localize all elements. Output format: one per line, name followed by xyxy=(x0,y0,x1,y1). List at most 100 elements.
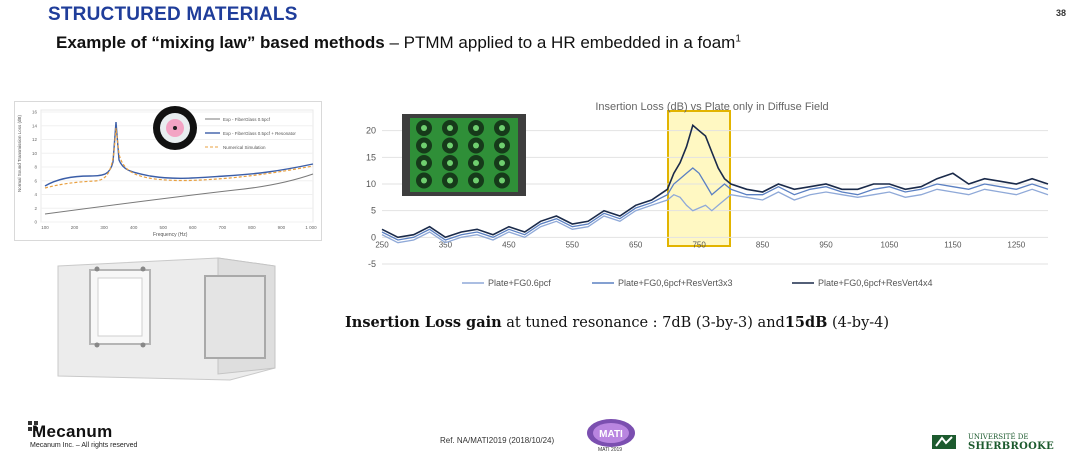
resonator-neck xyxy=(421,177,427,184)
insertion-loss-svg: Insertion Loss (dB) vs Plate only in Dif… xyxy=(366,101,1049,288)
resonator-neck xyxy=(499,160,505,166)
resonator-neck xyxy=(473,160,479,166)
small-ytick-label: 10 xyxy=(32,151,38,156)
main-xtick-label: 750 xyxy=(692,240,706,249)
slide-title: STRUCTURED MATERIALS xyxy=(48,4,298,25)
legend-sim: Numerical Simulation xyxy=(223,145,266,150)
main-xtick-label: 450 xyxy=(502,240,516,249)
page-number: 38 xyxy=(1055,8,1066,18)
legend-res: Exp - FiberGlass 0.5pcf + Resonator xyxy=(223,131,296,136)
resonator-neck xyxy=(447,125,453,131)
small-ytick-label: 12 xyxy=(32,137,38,142)
subtitle-footnote: 1 xyxy=(735,33,741,45)
small-ytick-label: 2 xyxy=(34,206,37,211)
main-chart-yticks: -5 0 5 10 15 20 xyxy=(366,126,376,269)
statement-bold-2: 15dB xyxy=(784,314,828,331)
main-xtick-label: 950 xyxy=(819,240,833,249)
main-chart-series xyxy=(381,123,1049,244)
small-xlabel: Frequency (Hz) xyxy=(153,232,188,238)
series-line-3 xyxy=(381,123,1049,239)
small-ytick-label: 0 xyxy=(34,220,37,225)
small-xtick-label: 600 xyxy=(189,225,197,230)
small-xtick-label: 700 xyxy=(219,225,227,230)
small-xtick-label: 400 xyxy=(130,225,138,230)
small-chart-yticks: 0 2 4 6 8 10 12 14 16 xyxy=(32,110,38,225)
resonator-neck xyxy=(473,177,479,184)
statement-text-1: at tuned resonance : 7dB (3-by-3) and xyxy=(501,315,785,331)
tube-sample-icon xyxy=(153,106,197,150)
main-ytick-label: 5 xyxy=(371,206,376,216)
exp-resonator-line xyxy=(44,121,314,187)
resonator-neck xyxy=(473,125,479,131)
insertion-loss-statement: Insertion Loss gain at tuned resonance :… xyxy=(345,314,889,331)
main-xtick-label: 1050 xyxy=(881,240,899,249)
resonator-neck xyxy=(499,177,505,184)
resonator-grid-image xyxy=(402,114,526,196)
main-ytick-label: 15 xyxy=(366,152,376,162)
main-xtick-label: 550 xyxy=(566,240,580,249)
slide-subtitle: Example of “mixing law” based methods – … xyxy=(56,33,741,53)
legend-exp: Exp - FiberGlass 0.5pcf xyxy=(223,117,271,122)
legend-label: Plate+FG0,6pcf+ResVert4x4 xyxy=(818,278,933,288)
company-name: Mecanum xyxy=(32,422,113,441)
main-ytick-label: -5 xyxy=(368,259,376,269)
small-xtick-label: 1 000 xyxy=(305,225,317,230)
resonance-highlight-box xyxy=(667,110,731,247)
subtitle-rest: – PTMM applied to a HR embedded in a foa… xyxy=(384,33,736,52)
small-xtick-label: 900 xyxy=(278,225,286,230)
small-ytick-label: 4 xyxy=(34,192,37,197)
university-name: SHERBROOKE xyxy=(968,441,1055,452)
resonator-neck xyxy=(421,125,427,131)
statement-text-2: (4-by-4) xyxy=(827,315,890,331)
resonator-neck xyxy=(473,142,479,149)
reference-text: Ref. NA/MATI2019 (2018/10/24) xyxy=(440,436,555,445)
copyright-text: Mecanum Inc. – All rights reserved xyxy=(30,442,138,449)
chart-title: Insertion Loss (dB) vs Plate only in Dif… xyxy=(595,101,828,113)
transmission-loss-chart: 100 200 300 400 500 600 700 800 900 1 000 0 2 4 6 8 10… xyxy=(14,101,322,241)
insertion-loss-chart: Insertion Loss (dB) vs Plate only in Dif… xyxy=(362,96,1062,296)
main-ytick-label: 0 xyxy=(371,232,376,242)
main-xtick-label: 250 xyxy=(375,240,389,249)
main-xtick-label: 650 xyxy=(629,240,643,249)
mecanum-logo xyxy=(26,418,176,452)
small-xtick-label: 200 xyxy=(71,225,79,230)
main-xtick-label: 1250 xyxy=(1007,240,1025,249)
exp-fiberglass-line xyxy=(44,173,314,215)
small-xtick-label: 300 xyxy=(100,225,108,230)
small-xtick-label: 500 xyxy=(159,225,167,230)
series-line-2 xyxy=(381,167,1049,241)
legend-label: Plate+FG0,6pcf+ResVert3x3 xyxy=(618,278,733,288)
resonator-neck xyxy=(447,160,453,166)
main-chart-xticks: 250 350 450 550 650 750 850 950 1050 1150 1250 xyxy=(375,240,1025,249)
sherbrooke-logo xyxy=(930,432,1070,452)
small-ytick-label: 14 xyxy=(32,123,38,128)
main-xtick-label: 850 xyxy=(756,240,770,249)
main-xtick-label: 1150 xyxy=(944,240,962,249)
subtitle-bold: Example of “mixing law” based methods xyxy=(56,33,385,52)
main-xtick-label: 350 xyxy=(439,240,453,249)
resonator-neck xyxy=(499,142,505,149)
small-chart-xticks: 100 200 300 400 500 600 700 800 900 1 000 xyxy=(41,225,317,230)
mati-logo: MATI xyxy=(585,418,637,452)
legend-label: Plate+FG0.6pcf xyxy=(488,278,551,288)
main-chart-legend: Plate+FG0.6pcf Plate+FG0,6pcf+ResVert3x3 P… xyxy=(462,278,933,288)
small-xtick-label: 800 xyxy=(248,225,256,230)
resonator-neck xyxy=(421,160,427,166)
small-ytick-label: 16 xyxy=(32,110,38,115)
statement-bold-1: Insertion Loss gain xyxy=(345,314,502,331)
resonator-neck xyxy=(499,125,505,131)
small-ylabel: Normal Sound Transmission Loss (dB) xyxy=(17,114,22,192)
svg-text:MATI: MATI xyxy=(599,429,623,440)
transmission-loss-svg: 100 200 300 400 500 600 700 800 900 1 000 0 2 4 6 8 10… xyxy=(17,106,317,238)
resonator-neck xyxy=(447,177,453,184)
mati-year: MATI 2019 xyxy=(598,447,623,453)
main-ytick-label: 20 xyxy=(366,126,376,136)
small-legend: Exp - FiberGlass 0.5pcf Exp - FiberGlass… xyxy=(205,117,296,150)
resonator-neck xyxy=(447,142,453,149)
test-enclosure-image xyxy=(50,248,290,383)
simulation-line xyxy=(44,127,314,189)
resonator-neck xyxy=(421,142,427,149)
series-line-1 xyxy=(381,188,1049,244)
main-ytick-label: 10 xyxy=(366,179,376,189)
university-label: UNIVERSITÉ DE xyxy=(968,433,1029,441)
